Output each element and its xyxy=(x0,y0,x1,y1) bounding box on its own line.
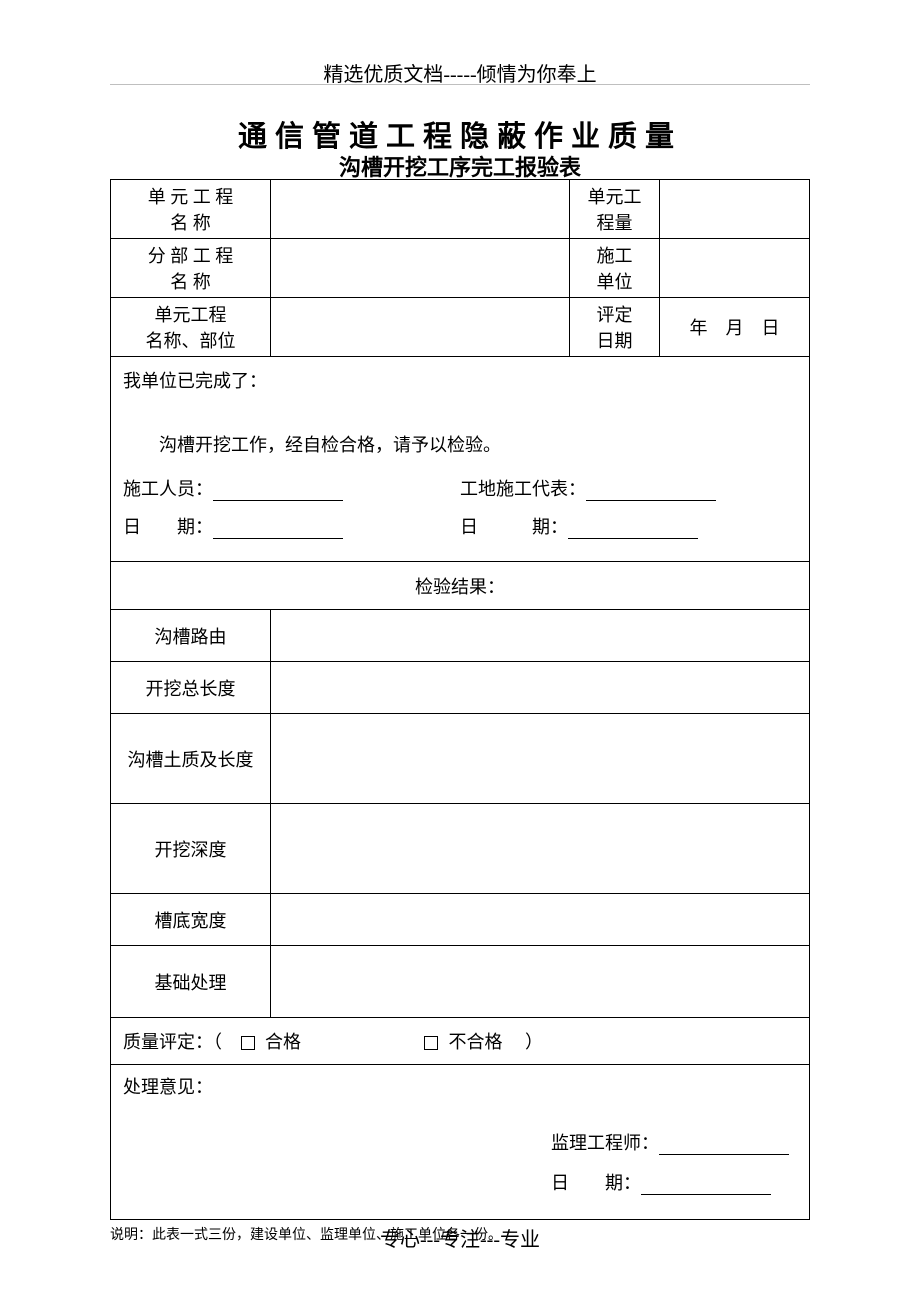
excavation-depth-value xyxy=(271,804,810,894)
label-line: 单元工程 xyxy=(155,305,227,325)
document-subtitle: 沟槽开挖工序完工报验表 xyxy=(0,150,920,182)
quality-eval-cell: 质量评定：（ 合格 不合格 ） xyxy=(111,1018,810,1065)
table-row: 开挖总长度 xyxy=(111,662,810,714)
excavation-depth-label: 开挖深度 xyxy=(111,804,271,894)
quality-close: ） xyxy=(525,1032,543,1052)
bottom-width-value xyxy=(271,894,810,946)
table-row: 单 元 工 程 名 称 单元工 程量 xyxy=(111,180,810,239)
table-row: 沟槽土质及长度 xyxy=(111,714,810,804)
opinion-date-field xyxy=(641,1177,771,1195)
construction-person-label: 施工人员： xyxy=(123,479,213,499)
construction-person-field xyxy=(213,483,343,501)
quality-pass-label: 合格 xyxy=(265,1032,301,1052)
foundation-label: 基础处理 xyxy=(111,946,271,1018)
date-left-label: 日 期： xyxy=(123,517,213,537)
table-row: 槽底宽度 xyxy=(111,894,810,946)
table-row: 处理意见： 监理工程师： 日 期： xyxy=(111,1065,810,1220)
completion-description: 沟槽开挖工作，经自检合格，请予以检验。 xyxy=(123,431,797,457)
completion-statement-cell: 我单位已完成了： 沟槽开挖工作，经自检合格，请予以检验。 施工人员： 工地施工代… xyxy=(111,357,810,562)
table-row: 基础处理 xyxy=(111,946,810,1018)
date-left-field xyxy=(213,521,343,539)
construction-unit-value xyxy=(660,239,810,298)
label-line: 单位 xyxy=(597,272,633,292)
soil-length-label: 沟槽土质及长度 xyxy=(111,714,271,804)
unit-project-name-value xyxy=(271,180,570,239)
site-rep-label: 工地施工代表： xyxy=(460,479,586,499)
supervisor-signature-block: 监理工程师： 日 期： xyxy=(551,1129,789,1209)
label-line: 程量 xyxy=(597,213,633,233)
page-header: 精选优质文档-----倾情为你奉上 xyxy=(0,58,920,87)
opinion-cell: 处理意见： 监理工程师： 日 期： xyxy=(111,1065,810,1220)
opinion-date-label: 日 期： xyxy=(551,1173,641,1193)
date-right-field xyxy=(568,521,698,539)
label-line: 日期 xyxy=(597,331,633,351)
table-row: 我单位已完成了： 沟槽开挖工作，经自检合格，请予以检验。 施工人员： 工地施工代… xyxy=(111,357,810,562)
label-line: 名 称 xyxy=(170,272,211,292)
foundation-value xyxy=(271,946,810,1018)
quality-eval-label: 质量评定：（ xyxy=(123,1032,222,1052)
label-line: 名称、部位 xyxy=(146,331,236,351)
engineer-label: 监理工程师： xyxy=(551,1133,659,1153)
construction-unit-label: 施工 单位 xyxy=(570,239,660,298)
table-row: 分 部 工 程 名 称 施工 单位 xyxy=(111,239,810,298)
label-line: 单 元 工 程 xyxy=(148,187,234,207)
bottom-width-label: 槽底宽度 xyxy=(111,894,271,946)
unit-project-part-label: 单元工程 名称、部位 xyxy=(111,298,271,357)
label-line: 分 部 工 程 xyxy=(148,246,234,266)
signature-row: 施工人员： 工地施工代表： xyxy=(123,475,797,501)
total-length-label: 开挖总长度 xyxy=(111,662,271,714)
unit-project-part-value xyxy=(271,298,570,357)
inspection-result-header: 检验结果： xyxy=(111,562,810,610)
table-row: 质量评定：（ 合格 不合格 ） xyxy=(111,1018,810,1065)
trench-route-label: 沟槽路由 xyxy=(111,610,271,662)
completed-label: 我单位已完成了： xyxy=(123,367,797,393)
label-line: 单元工 xyxy=(588,187,642,207)
document-title: 通信管道工程隐蔽作业质量 xyxy=(0,113,920,155)
checkbox-fail-icon xyxy=(424,1036,438,1050)
eval-date-label: 评定 日期 xyxy=(570,298,660,357)
sub-project-name-label: 分 部 工 程 名 称 xyxy=(111,239,271,298)
eval-date-value: 年 月 日 xyxy=(660,298,810,357)
quality-fail-label: 不合格 xyxy=(449,1032,503,1052)
label-line: 施工 xyxy=(597,246,633,266)
header-divider xyxy=(110,84,810,85)
inspection-form-table: 单 元 工 程 名 称 单元工 程量 分 部 工 程 名 称 施工 单位 单元工… xyxy=(110,179,810,1220)
soil-length-value xyxy=(271,714,810,804)
label-line: 名 称 xyxy=(170,213,211,233)
sub-project-name-value xyxy=(271,239,570,298)
unit-quantity-value xyxy=(660,180,810,239)
checkbox-pass-icon xyxy=(241,1036,255,1050)
total-length-value xyxy=(271,662,810,714)
opinion-label: 处理意见： xyxy=(123,1073,797,1099)
date-row: 日 期： 日 期： xyxy=(123,513,797,539)
table-row: 检验结果： xyxy=(111,562,810,610)
site-rep-field xyxy=(586,483,716,501)
unit-project-name-label: 单 元 工 程 名 称 xyxy=(111,180,271,239)
table-row: 开挖深度 xyxy=(111,804,810,894)
table-row: 沟槽路由 xyxy=(111,610,810,662)
unit-quantity-label: 单元工 程量 xyxy=(570,180,660,239)
trench-route-value xyxy=(271,610,810,662)
label-line: 评定 xyxy=(597,305,633,325)
table-row: 单元工程 名称、部位 评定 日期 年 月 日 xyxy=(111,298,810,357)
engineer-field xyxy=(659,1137,789,1155)
date-right-label: 日 期： xyxy=(460,517,568,537)
page-footer: 专心---专注---专业 xyxy=(0,1223,920,1252)
